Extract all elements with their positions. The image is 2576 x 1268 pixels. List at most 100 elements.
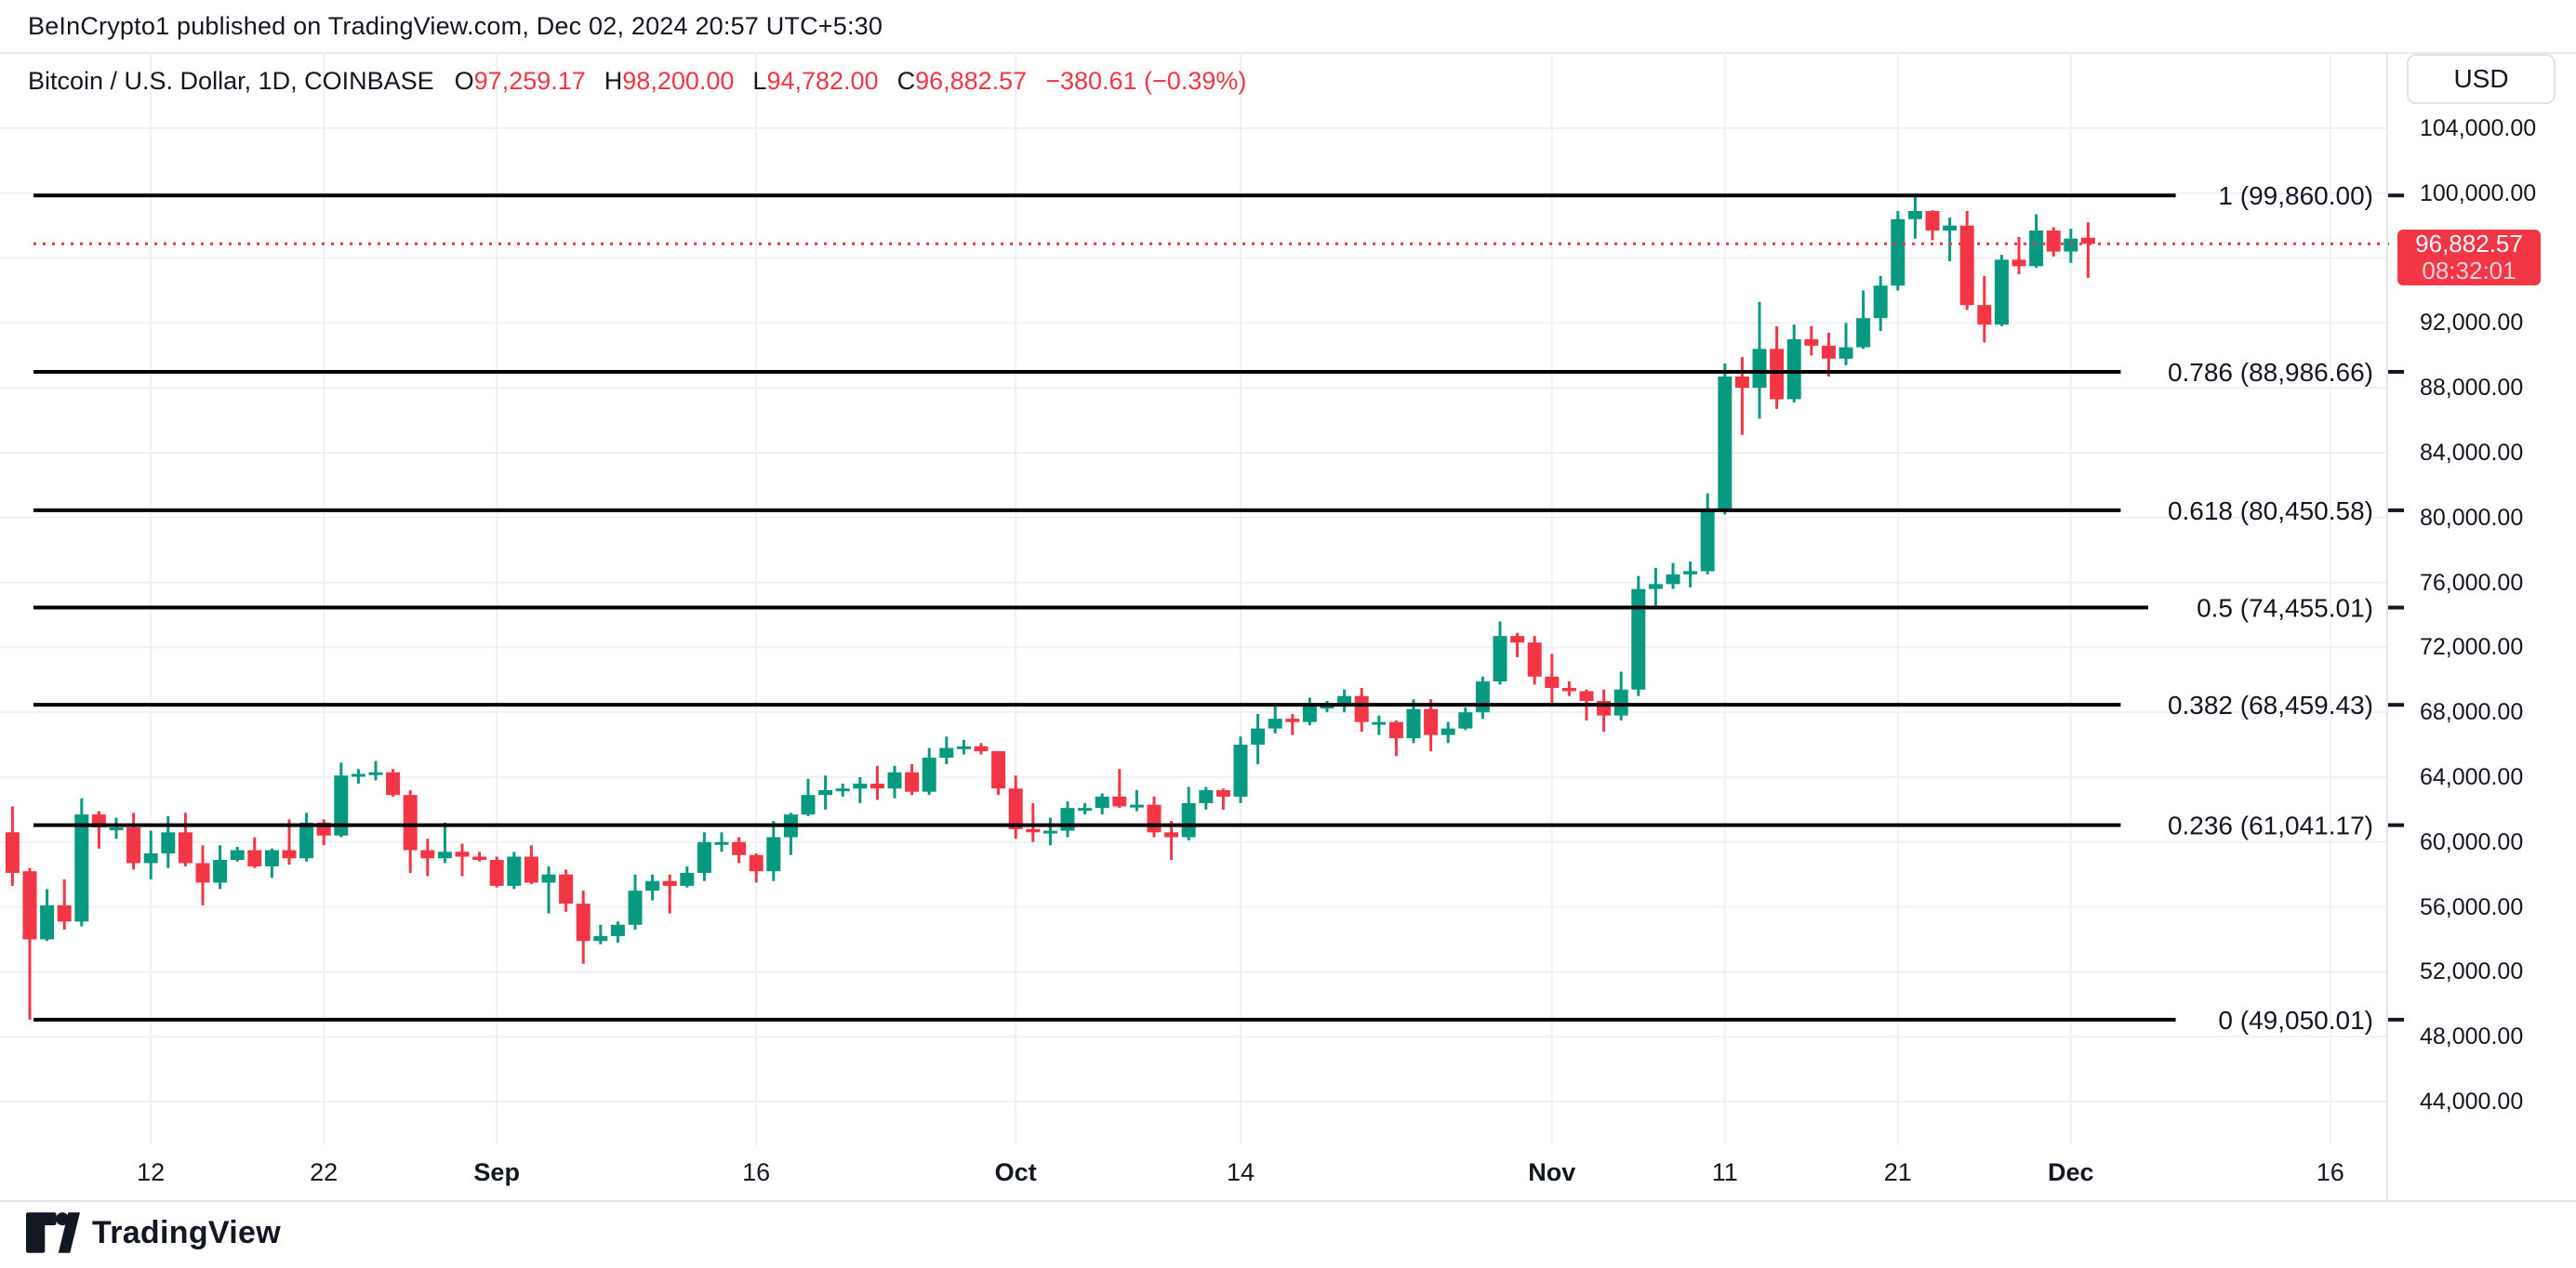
candle[interactable] bbox=[22, 867, 37, 1020]
candle[interactable] bbox=[939, 736, 954, 765]
candle[interactable] bbox=[420, 839, 435, 877]
candle[interactable] bbox=[1493, 621, 1507, 685]
candle[interactable] bbox=[1251, 713, 1266, 765]
candle[interactable] bbox=[1700, 493, 1715, 575]
candle[interactable] bbox=[714, 832, 729, 852]
candle[interactable] bbox=[905, 764, 920, 796]
candle[interactable] bbox=[57, 878, 72, 931]
candle[interactable] bbox=[1095, 793, 1109, 815]
candle[interactable] bbox=[1233, 736, 1248, 803]
currency-toggle-button[interactable]: USD bbox=[2407, 54, 2556, 104]
candle[interactable] bbox=[178, 812, 193, 866]
candle[interactable] bbox=[1337, 689, 1352, 713]
candle[interactable] bbox=[1925, 210, 1940, 241]
candle[interactable] bbox=[680, 865, 695, 888]
candle[interactable] bbox=[749, 853, 764, 883]
candle[interactable] bbox=[299, 812, 314, 862]
candle[interactable] bbox=[1078, 802, 1093, 815]
candle[interactable] bbox=[1943, 217, 1958, 262]
candle[interactable] bbox=[1873, 275, 1888, 332]
candle[interactable] bbox=[1268, 706, 1282, 733]
symbol-legend[interactable]: Bitcoin / U.S. Dollar, 1D, COINBASE O97,… bbox=[28, 65, 1246, 97]
candle[interactable] bbox=[1683, 561, 1698, 588]
candle[interactable] bbox=[1994, 255, 2009, 326]
candle[interactable] bbox=[1026, 802, 1041, 842]
candle[interactable] bbox=[455, 843, 470, 877]
candle[interactable] bbox=[126, 812, 141, 870]
candle[interactable] bbox=[2012, 236, 2026, 275]
candle[interactable] bbox=[1752, 301, 1767, 419]
candle[interactable] bbox=[161, 815, 176, 868]
candle[interactable] bbox=[1129, 789, 1144, 812]
candle[interactable] bbox=[1510, 632, 1525, 657]
candle[interactable] bbox=[213, 845, 228, 890]
candle[interactable] bbox=[1458, 707, 1473, 731]
candle[interactable] bbox=[801, 778, 816, 816]
candle[interactable] bbox=[143, 830, 158, 879]
candle[interactable] bbox=[1285, 713, 1300, 735]
candle[interactable] bbox=[1112, 769, 1127, 809]
candle[interactable] bbox=[1042, 817, 1057, 846]
candle[interactable] bbox=[1441, 721, 1455, 744]
candle[interactable] bbox=[264, 848, 279, 878]
candle[interactable] bbox=[1734, 357, 1749, 435]
candle[interactable] bbox=[1891, 210, 1905, 291]
candle[interactable] bbox=[1613, 671, 1628, 720]
candle[interactable] bbox=[282, 819, 297, 865]
candle[interactable] bbox=[1388, 720, 1403, 757]
candle[interactable] bbox=[1164, 821, 1179, 860]
candle[interactable] bbox=[1856, 290, 1871, 350]
candle[interactable] bbox=[437, 822, 452, 864]
candle[interactable] bbox=[645, 874, 660, 901]
candle[interactable] bbox=[40, 889, 55, 942]
candle[interactable] bbox=[489, 856, 504, 888]
candle[interactable] bbox=[541, 865, 556, 914]
candle[interactable] bbox=[1839, 323, 1853, 365]
candle[interactable] bbox=[1770, 325, 1785, 409]
candle[interactable] bbox=[1424, 699, 1439, 752]
candle[interactable] bbox=[524, 845, 538, 885]
candle[interactable] bbox=[1545, 654, 1560, 707]
candle[interactable] bbox=[870, 765, 884, 800]
candle[interactable] bbox=[766, 821, 781, 881]
candle[interactable] bbox=[334, 762, 349, 838]
candle[interactable] bbox=[974, 743, 989, 755]
candle[interactable] bbox=[5, 806, 20, 886]
candle[interactable] bbox=[922, 747, 936, 796]
candle[interactable] bbox=[1977, 275, 1992, 343]
candle[interactable] bbox=[576, 891, 591, 964]
candle[interactable] bbox=[230, 847, 245, 862]
tradingview-attribution[interactable]: TradingView bbox=[26, 1212, 281, 1253]
candle[interactable] bbox=[1354, 688, 1369, 733]
candle[interactable] bbox=[74, 798, 89, 927]
candle[interactable] bbox=[1302, 697, 1317, 726]
candle[interactable] bbox=[1718, 363, 1733, 515]
candle[interactable] bbox=[2046, 227, 2061, 257]
candle[interactable] bbox=[1648, 567, 1663, 609]
candle[interactable] bbox=[351, 769, 365, 784]
candle[interactable] bbox=[1215, 788, 1230, 810]
candle[interactable] bbox=[195, 845, 210, 905]
candle[interactable] bbox=[1406, 699, 1421, 744]
candle[interactable] bbox=[368, 760, 383, 781]
candle[interactable] bbox=[697, 832, 711, 881]
candle[interactable] bbox=[386, 769, 401, 797]
candle[interactable] bbox=[2080, 222, 2095, 278]
candle[interactable] bbox=[1907, 195, 1922, 239]
candle[interactable] bbox=[1666, 562, 1680, 589]
candle[interactable] bbox=[853, 777, 868, 803]
candle[interactable] bbox=[991, 751, 1006, 796]
candle[interactable] bbox=[1199, 786, 1214, 810]
candle[interactable] bbox=[1527, 636, 1542, 685]
candle[interactable] bbox=[403, 789, 418, 873]
candle[interactable] bbox=[1561, 681, 1576, 696]
candle[interactable] bbox=[732, 837, 747, 864]
candle[interactable] bbox=[1804, 325, 1819, 356]
candle[interactable] bbox=[818, 775, 833, 810]
candle[interactable] bbox=[783, 812, 798, 855]
candle[interactable] bbox=[559, 869, 574, 912]
candle[interactable] bbox=[1631, 575, 1646, 696]
candle[interactable] bbox=[109, 817, 124, 839]
candle[interactable] bbox=[593, 924, 608, 944]
